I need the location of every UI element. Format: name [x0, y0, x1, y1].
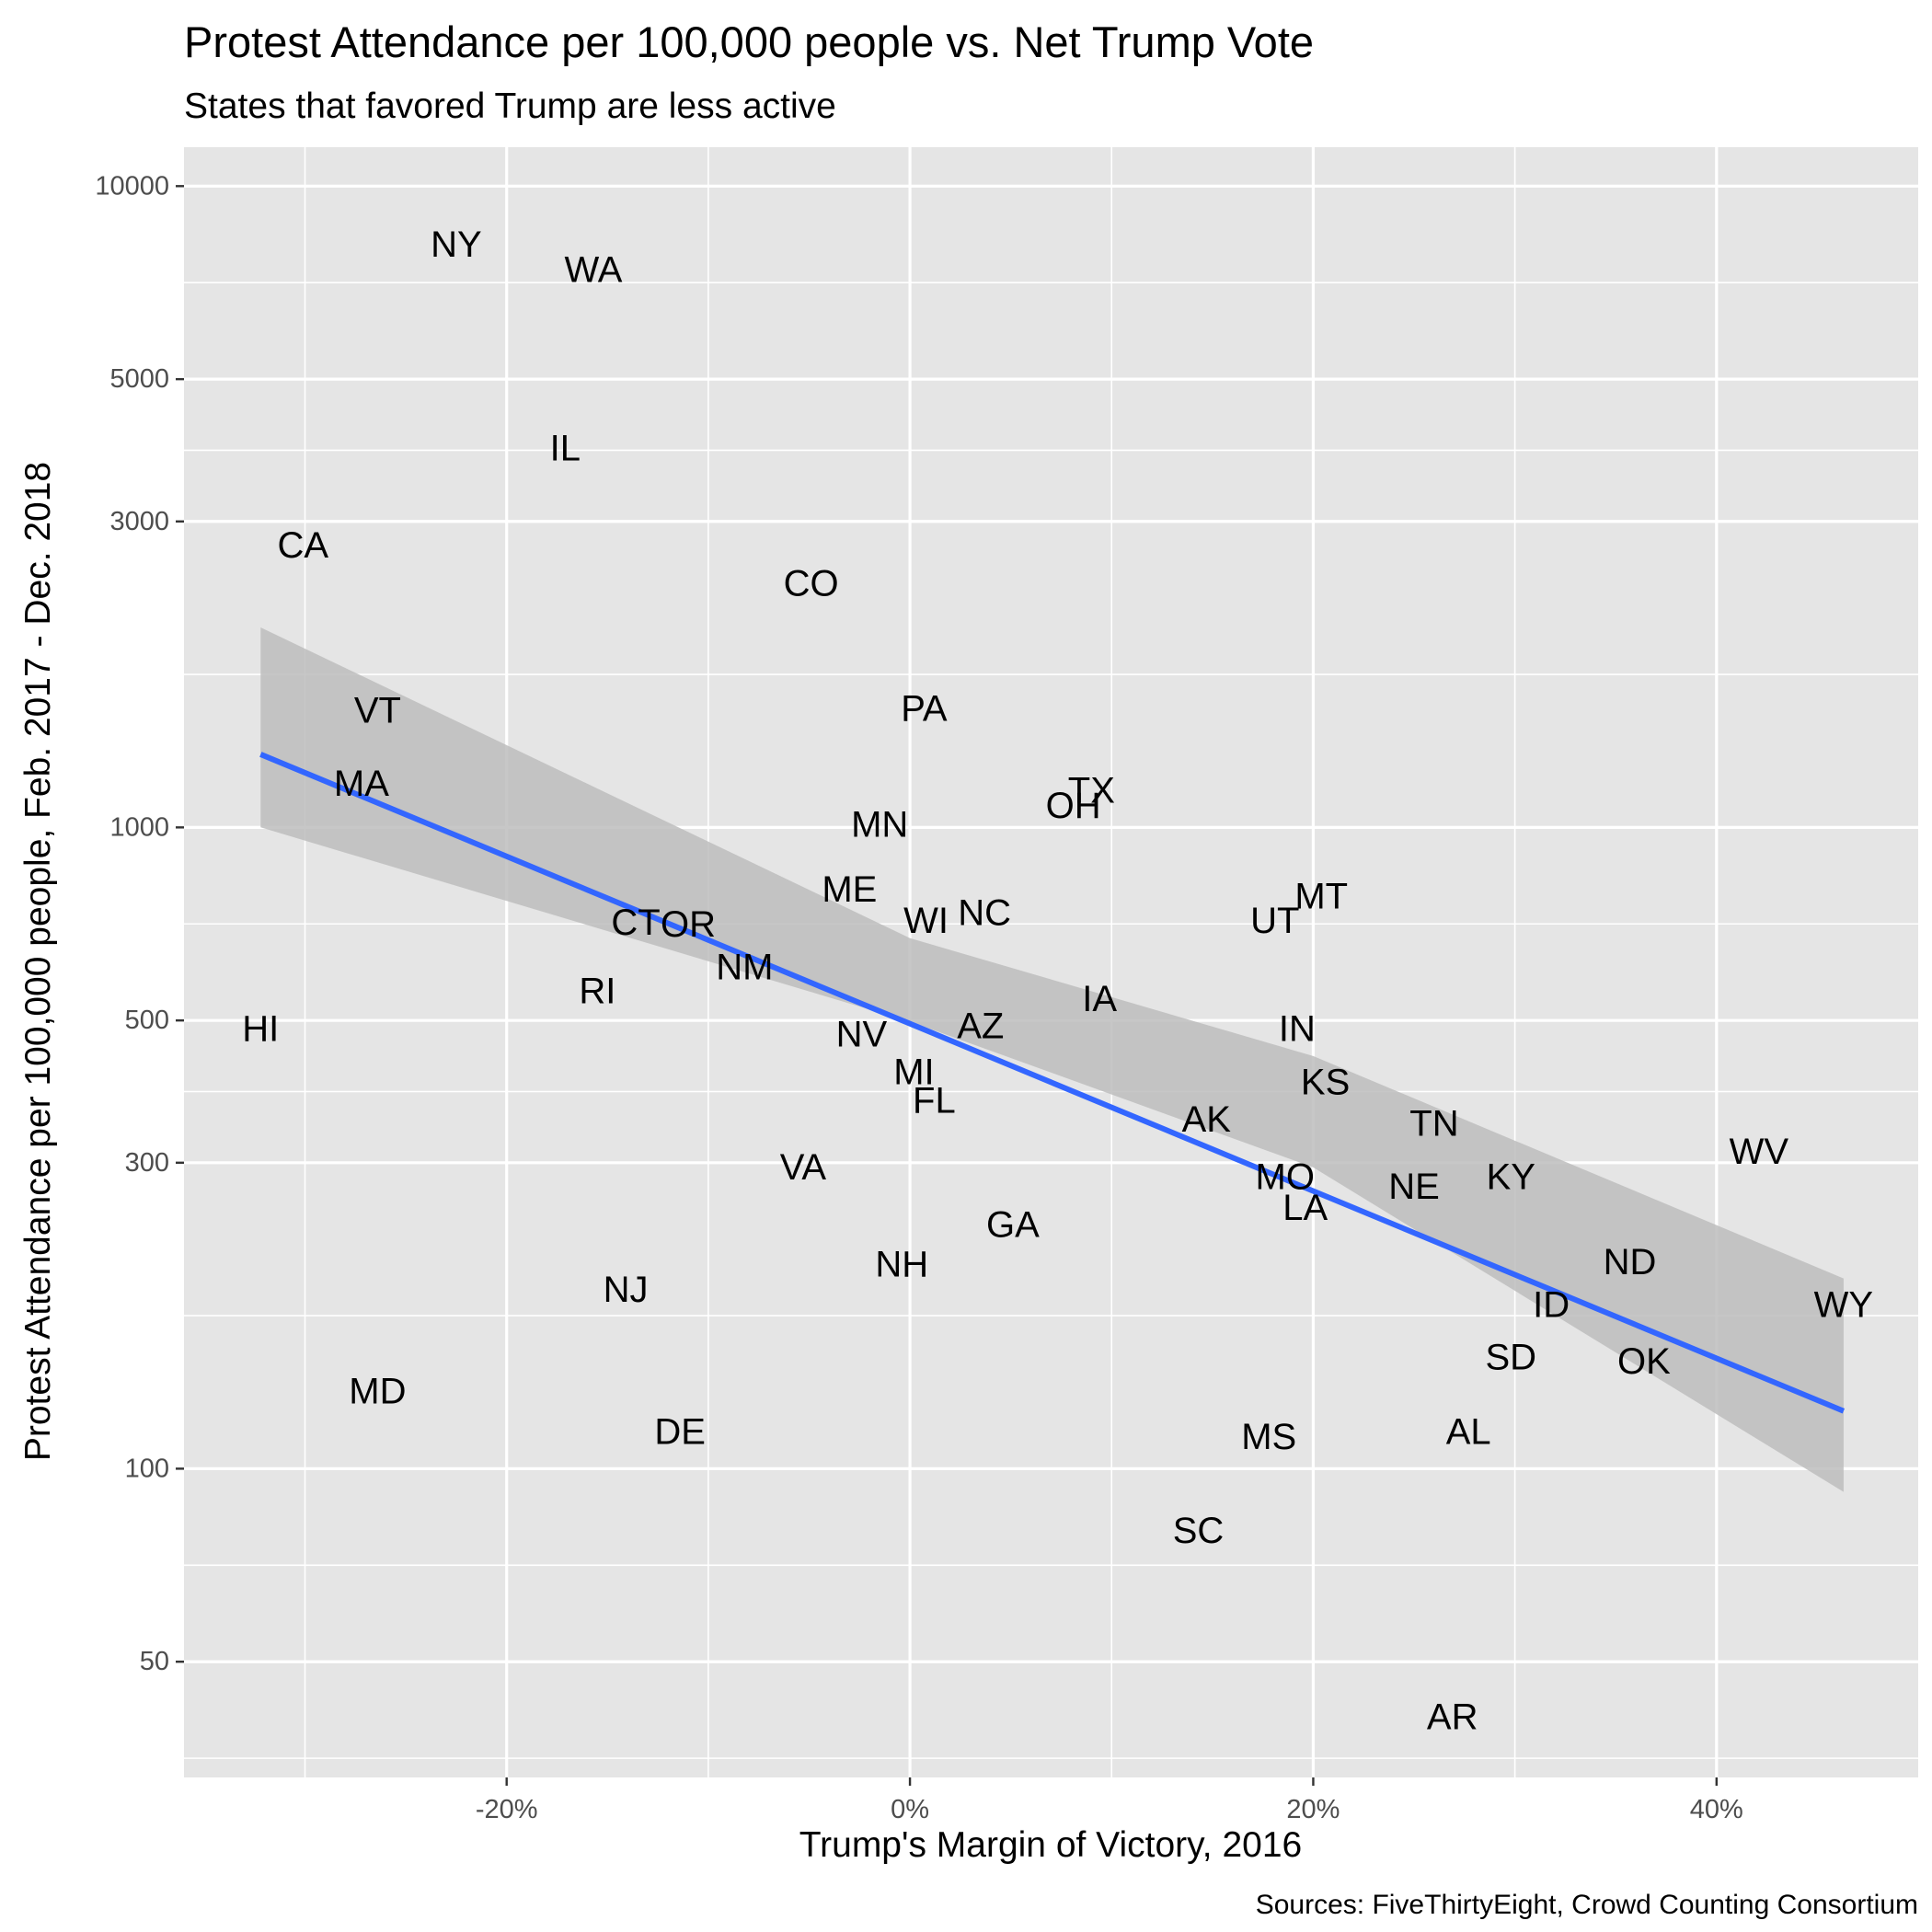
y-tick-label: 10000 — [95, 171, 169, 201]
state-label-or: OR — [661, 904, 716, 945]
state-label-sd: SD — [1485, 1338, 1536, 1378]
x-tick-label: -20% — [476, 1795, 538, 1824]
state-label-ar: AR — [1427, 1696, 1478, 1737]
state-label-va: VA — [780, 1147, 827, 1188]
x-tick-label: 40% — [1690, 1795, 1743, 1824]
y-tick-label: 3000 — [109, 507, 169, 536]
confidence-band — [260, 627, 1844, 1492]
state-label-id: ID — [1533, 1284, 1570, 1325]
state-label-wy: WY — [1814, 1284, 1873, 1325]
x-tick-label: 20% — [1286, 1795, 1340, 1824]
state-label-nm: NM — [716, 947, 773, 987]
state-label-ok: OK — [1617, 1341, 1671, 1382]
state-label-tn: TN — [1409, 1104, 1458, 1144]
state-label-nv: NV — [836, 1015, 888, 1055]
state-label-in: IN — [1279, 1008, 1316, 1049]
state-label-fl: FL — [913, 1080, 956, 1121]
state-label-hi: HI — [242, 1008, 279, 1049]
state-label-ia: IA — [1082, 979, 1117, 1019]
state-label-sc: SC — [1173, 1511, 1225, 1551]
state-label-ky: KY — [1487, 1156, 1535, 1197]
trend-line-layer — [259, 752, 1846, 1414]
state-label-nd: ND — [1604, 1242, 1657, 1282]
state-label-ks: KS — [1301, 1063, 1350, 1103]
state-label-ne: NE — [1388, 1167, 1440, 1207]
plot-panel — [184, 147, 1918, 1777]
y-tick-label: 1000 — [109, 812, 169, 842]
trend-line — [259, 752, 1846, 1414]
state-label-ri: RI — [579, 972, 615, 1012]
state-label-pa: PA — [901, 689, 948, 730]
state-label-wv: WV — [1730, 1132, 1789, 1172]
state-label-nc: NC — [958, 893, 1011, 934]
state-label-ny: NY — [431, 224, 482, 265]
confidence-band-layer — [260, 627, 1844, 1492]
y-tick-label: 500 — [125, 1006, 169, 1035]
state-label-ga: GA — [986, 1204, 1040, 1245]
chart-title: Protest Attendance per 100,000 people vs… — [184, 17, 1314, 66]
state-label-mi: MI — [893, 1052, 934, 1093]
state-label-wi: WI — [903, 901, 949, 941]
y-tick-label: 100 — [125, 1454, 169, 1483]
x-axis-title: Trump's Margin of Victory, 2016 — [799, 1825, 1302, 1865]
state-label-tx: TX — [1068, 771, 1115, 811]
chart-subtitle: States that favored Trump are less activ… — [184, 86, 836, 126]
state-label-wa: WA — [564, 249, 622, 290]
state-label-mn: MN — [851, 804, 908, 845]
state-label-oh: OH — [1046, 786, 1101, 826]
y-tick-label: 50 — [140, 1647, 169, 1676]
state-label-co: CO — [784, 563, 839, 604]
state-label-ut: UT — [1250, 901, 1299, 941]
state-label-al: AL — [1446, 1412, 1491, 1453]
state-label-md: MD — [349, 1371, 406, 1411]
state-label-de: DE — [654, 1412, 706, 1453]
state-label-ak: AK — [1182, 1099, 1232, 1140]
state-label-ct: CT — [611, 903, 660, 943]
state-label-il: IL — [550, 428, 581, 468]
state-label-la: LA — [1282, 1188, 1328, 1228]
state-label-me: ME — [822, 869, 877, 910]
y-tick-label: 5000 — [109, 364, 169, 394]
state-label-mo: MO — [1256, 1156, 1315, 1197]
state-label-ms: MS — [1241, 1417, 1296, 1457]
x-axis: -20% 0% 20% 40% — [476, 1777, 1743, 1824]
state-label-az: AZ — [957, 1006, 1004, 1046]
chart-caption: Sources: FiveThirtyEight, Crowd Counting… — [1256, 1890, 1918, 1920]
state-label-vt: VT — [354, 691, 401, 731]
x-tick-label: 0% — [891, 1795, 929, 1824]
state-label-ma: MA — [334, 764, 389, 804]
state-label-ca: CA — [278, 525, 329, 566]
state-label-nj: NJ — [604, 1270, 649, 1310]
y-tick-label: 300 — [125, 1148, 169, 1178]
y-axis: 50 100 300 500 1000 3000 5000 10000 — [95, 171, 184, 1676]
state-label-nh: NH — [875, 1245, 928, 1285]
state-label-mt: MT — [1294, 877, 1348, 917]
y-axis-title: Protest Attendance per 100,000 people, F… — [18, 462, 58, 1461]
